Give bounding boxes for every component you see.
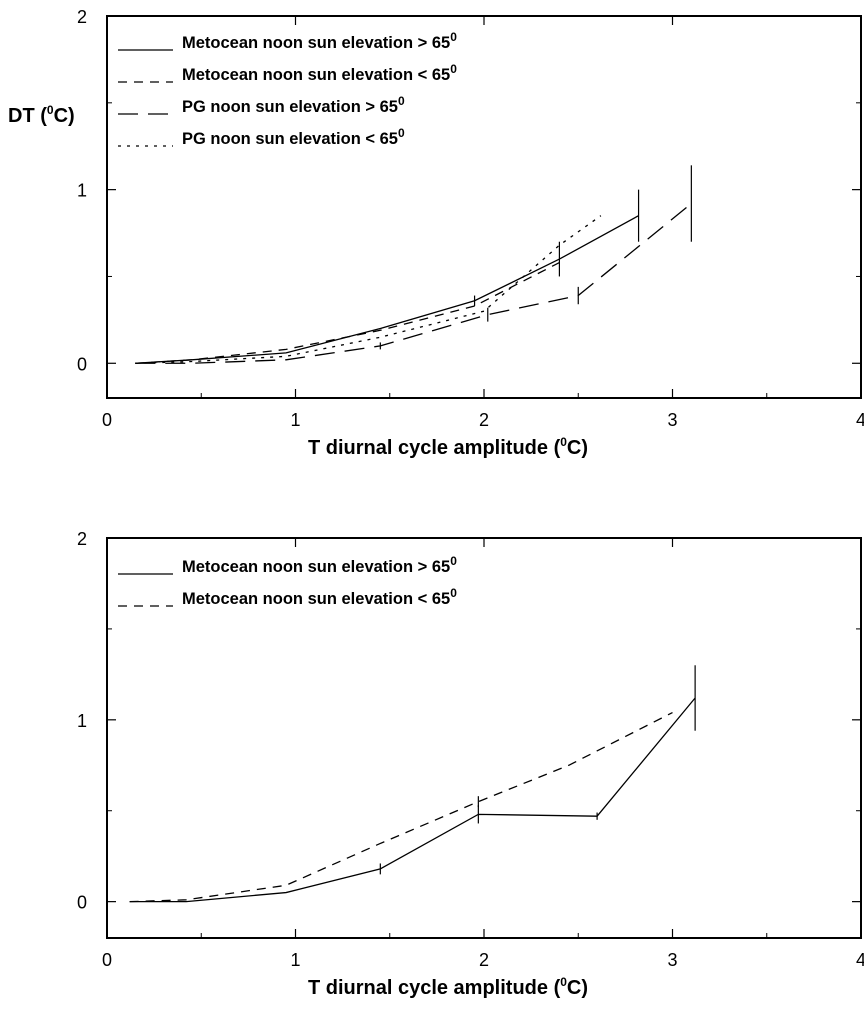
series-1 [129, 665, 696, 903]
y-axis-title: DT (0C) [8, 103, 75, 127]
y-tick-label: 1 [77, 181, 87, 201]
series-4 [135, 215, 602, 364]
y-tick-label: 2 [77, 7, 87, 27]
x-tick-label: 1 [290, 410, 300, 430]
x-tick-label: 4 [856, 410, 864, 430]
series-2 [135, 261, 560, 364]
chart-panel-1: 0 1 2 3 4 0 1 2 T diurnal cycle amplitude (0C) DT… [8, 7, 864, 459]
series-line [135, 215, 639, 364]
y-tick-label: 2 [77, 529, 87, 549]
x-tick-label: 3 [667, 950, 677, 970]
x-axis-title: T diurnal cycle amplitude (0C) [308, 975, 588, 999]
x-tick-label: 0 [102, 950, 112, 970]
y-tick-label: 0 [77, 893, 87, 913]
x-tick-label: 1 [290, 950, 300, 970]
series-3 [135, 165, 692, 364]
x-tick-label: 3 [667, 410, 677, 430]
y-tick-label: 1 [77, 711, 87, 731]
legend-entry: PG noon sun elevation < 650 [182, 126, 405, 148]
chart-panel-2: 0 1 2 3 4 0 1 2 T diurnal cycle amplitude (0C) Me… [77, 529, 864, 999]
series-2 [129, 711, 673, 903]
series-line [135, 203, 692, 364]
series-line [129, 711, 673, 903]
x-tick-label: 0 [102, 410, 112, 430]
legend-entry: Metocean noon sun elevation > 650 [182, 554, 457, 576]
legend-entry: PG noon sun elevation > 650 [182, 94, 405, 116]
legend-entry: Metocean noon sun elevation > 650 [182, 30, 457, 52]
series-line [129, 697, 696, 903]
series-line [135, 215, 602, 364]
x-tick-label: 2 [479, 950, 489, 970]
series-line [135, 261, 560, 364]
y-tick-label: 0 [77, 354, 87, 374]
x-tick-label: 4 [856, 950, 864, 970]
x-tick-label: 2 [479, 410, 489, 430]
series-1 [135, 189, 640, 364]
legend-entry: Metocean noon sun elevation < 650 [182, 586, 457, 608]
legend-entry: Metocean noon sun elevation < 650 [182, 62, 457, 84]
x-axis-title: T diurnal cycle amplitude (0C) [308, 435, 588, 459]
